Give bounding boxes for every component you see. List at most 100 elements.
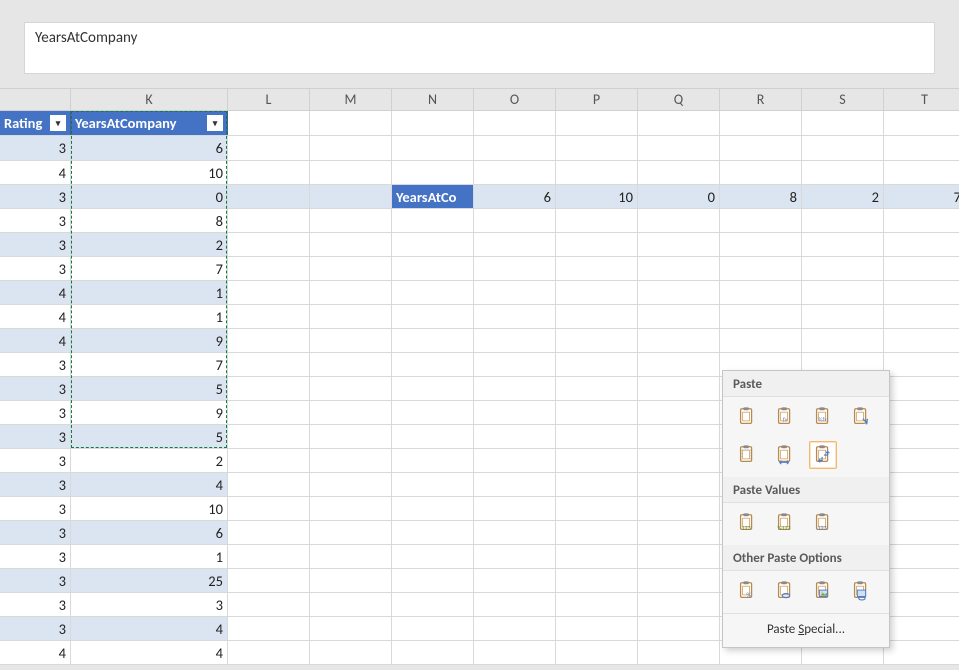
cell[interactable] <box>310 281 392 304</box>
cell[interactable] <box>392 497 474 520</box>
cell[interactable] <box>392 425 474 448</box>
cell-years[interactable]: 25 <box>71 569 228 592</box>
cell[interactable] <box>474 377 556 400</box>
cell[interactable] <box>392 377 474 400</box>
paste-values-numfmt-button[interactable]: %123 <box>771 509 799 537</box>
cell[interactable] <box>638 233 720 256</box>
cell[interactable] <box>556 257 638 280</box>
blank-cell[interactable] <box>720 111 802 135</box>
cell[interactable] <box>638 329 720 352</box>
cell[interactable] <box>228 497 310 520</box>
cell[interactable] <box>228 353 310 376</box>
cell[interactable] <box>392 569 474 592</box>
cell[interactable] <box>392 305 474 328</box>
cell[interactable] <box>228 641 310 664</box>
blank-cell[interactable] <box>392 111 474 135</box>
col-header-T[interactable]: T <box>884 89 959 110</box>
cell[interactable] <box>556 497 638 520</box>
cell[interactable] <box>474 545 556 568</box>
cell[interactable] <box>638 569 720 592</box>
cell[interactable] <box>310 425 392 448</box>
cell[interactable] <box>474 305 556 328</box>
cell[interactable] <box>228 425 310 448</box>
cell[interactable] <box>392 641 474 664</box>
table-header-years[interactable]: YearsAtCompany ▾ <box>71 111 228 135</box>
cell[interactable] <box>556 136 638 160</box>
cell[interactable] <box>392 473 474 496</box>
cell[interactable] <box>802 329 884 352</box>
cell[interactable] <box>556 449 638 472</box>
cell[interactable] <box>310 161 392 184</box>
col-header-R[interactable]: R <box>720 89 802 110</box>
paste-value-cell[interactable]: 8 <box>720 185 802 208</box>
cell[interactable] <box>556 329 638 352</box>
cell[interactable] <box>884 473 959 496</box>
cell[interactable] <box>228 617 310 640</box>
cell-years[interactable]: 5 <box>71 425 228 448</box>
cell[interactable] <box>638 257 720 280</box>
cell[interactable] <box>228 473 310 496</box>
cell[interactable] <box>474 497 556 520</box>
col-header-M[interactable]: M <box>310 89 392 110</box>
cell[interactable] <box>556 473 638 496</box>
blank-cell[interactable] <box>474 111 556 135</box>
cell-rating[interactable]: 4 <box>0 281 71 304</box>
cell-years[interactable]: 9 <box>71 401 228 424</box>
cell[interactable] <box>884 136 959 160</box>
paste-all-button[interactable] <box>733 403 761 431</box>
cell[interactable] <box>802 136 884 160</box>
cell[interactable] <box>228 257 310 280</box>
cell[interactable] <box>556 401 638 424</box>
cell[interactable] <box>638 449 720 472</box>
col-header-N[interactable]: N <box>392 89 474 110</box>
cell-years[interactable]: 2 <box>71 233 228 256</box>
cell[interactable] <box>392 401 474 424</box>
cell-rating[interactable]: 3 <box>0 497 71 520</box>
cell[interactable] <box>638 305 720 328</box>
cell[interactable] <box>884 521 959 544</box>
cell[interactable] <box>392 233 474 256</box>
cell[interactable] <box>556 617 638 640</box>
cell[interactable] <box>556 377 638 400</box>
cell[interactable] <box>310 209 392 232</box>
cell[interactable] <box>556 305 638 328</box>
cell[interactable] <box>720 209 802 232</box>
formula-bar[interactable]: YearsAtCompany <box>24 22 935 74</box>
cell[interactable] <box>802 161 884 184</box>
paste-no-borders-button[interactable] <box>733 441 761 469</box>
cell[interactable] <box>556 233 638 256</box>
cell[interactable] <box>884 641 959 664</box>
cell[interactable] <box>392 353 474 376</box>
cell[interactable] <box>392 617 474 640</box>
cell-years[interactable]: 10 <box>71 497 228 520</box>
paste-value-cell[interactable]: 7 <box>884 185 959 208</box>
cell[interactable] <box>228 233 310 256</box>
cell-rating[interactable]: 3 <box>0 449 71 472</box>
cell[interactable] <box>884 329 959 352</box>
cell[interactable] <box>884 377 959 400</box>
paste-linked-picture-button[interactable] <box>847 577 875 605</box>
cell[interactable] <box>474 209 556 232</box>
cell-years[interactable]: 9 <box>71 329 228 352</box>
cell[interactable] <box>474 425 556 448</box>
cell[interactable] <box>228 449 310 472</box>
filter-button-years[interactable]: ▾ <box>207 115 223 131</box>
paste-value-cell[interactable]: 6 <box>474 185 556 208</box>
cell[interactable] <box>556 281 638 304</box>
cell-years[interactable]: 7 <box>71 353 228 376</box>
cell[interactable] <box>638 497 720 520</box>
cell[interactable] <box>884 569 959 592</box>
cell-rating[interactable]: 3 <box>0 233 71 256</box>
cell-rating[interactable]: 4 <box>0 329 71 352</box>
cell[interactable] <box>310 641 392 664</box>
cell[interactable] <box>556 521 638 544</box>
col-header-J[interactable] <box>0 89 71 110</box>
cell[interactable] <box>720 305 802 328</box>
cell[interactable] <box>310 473 392 496</box>
cell[interactable] <box>474 161 556 184</box>
cell[interactable] <box>474 353 556 376</box>
cell[interactable] <box>474 233 556 256</box>
cell[interactable] <box>228 377 310 400</box>
cell-years[interactable]: 5 <box>71 377 228 400</box>
paste-value-cell[interactable]: 0 <box>638 185 720 208</box>
